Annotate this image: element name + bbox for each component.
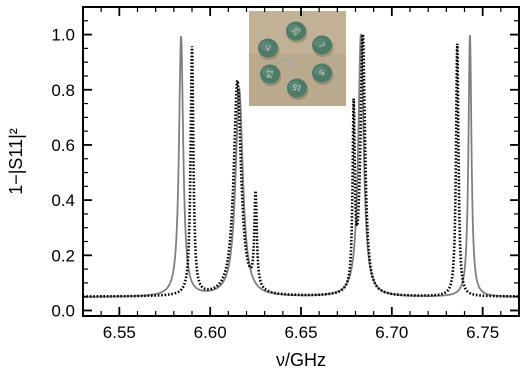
inset-connector [275, 58, 292, 67]
series-line-solid [83, 33, 519, 298]
inset-disk-mark: 5 [317, 68, 326, 78]
inset-disk-mark: 14 [264, 69, 275, 80]
axes [82, 6, 520, 317]
inset-disk: 5 [312, 63, 334, 85]
y-tick-label: 0.4 [51, 191, 75, 210]
inset-disk-mark: 7 [317, 41, 327, 50]
inset-photo: 25 V 7 14 5 15 [249, 11, 346, 106]
y-tick-label: 0.6 [51, 136, 75, 155]
x-tick-label: 6.70 [375, 323, 408, 342]
inset-disk: 15 [287, 78, 309, 100]
x-axis-label: ν/GHz [276, 350, 326, 370]
inset-disk: 25 [286, 21, 308, 43]
tick-labels: 6.55 6.60 6.65 6.70 6.75 0.0 0.2 0.4 0.6 0.8 1.0 [51, 26, 499, 342]
inset-disk: 7 [312, 35, 334, 57]
x-tick-label: 6.60 [194, 323, 227, 342]
x-tick-label: 6.55 [103, 323, 136, 342]
plot-area [83, 33, 519, 298]
y-tick-label: 0.8 [51, 81, 75, 100]
series-line-dotted [83, 33, 519, 298]
y-tick-label: 1.0 [51, 26, 75, 45]
x-tick-label: 6.65 [284, 323, 317, 342]
inset-disk-mark: V [265, 44, 272, 54]
inset-disk: V [258, 38, 280, 60]
x-tick-label: 6.75 [466, 323, 499, 342]
y-axis-label: 1−|S11|² [6, 128, 26, 195]
y-tick-label: 0.2 [51, 246, 75, 265]
y-tick-label: 0.0 [51, 301, 75, 320]
inset-disk-mark: 15 [291, 82, 302, 93]
inset-disk: 14 [260, 64, 282, 86]
